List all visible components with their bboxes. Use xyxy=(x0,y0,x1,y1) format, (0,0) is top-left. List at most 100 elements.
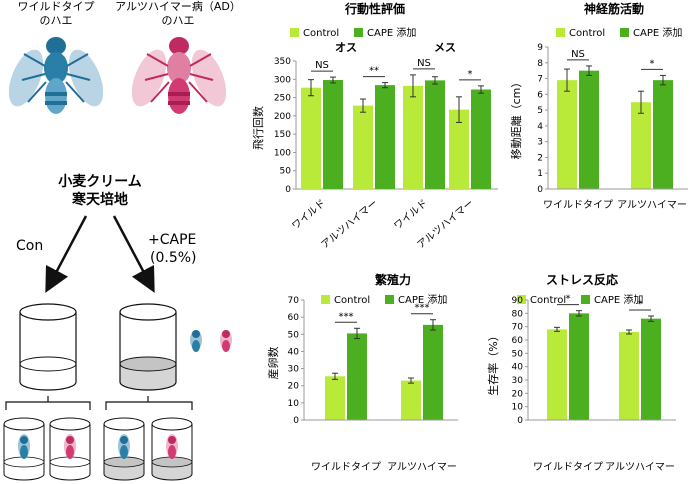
y-tick-label: 3 xyxy=(537,138,543,148)
y-tick-label: 50 xyxy=(288,330,300,340)
legend-swatch-control xyxy=(556,28,565,37)
y-tick-label: 40 xyxy=(512,363,524,373)
legend-label-control: Control xyxy=(334,295,370,306)
y-tick-label: 150 xyxy=(274,130,291,140)
panel-subtitle: オス xyxy=(335,41,357,54)
y-tick-label: 200 xyxy=(274,112,291,122)
bar-control xyxy=(557,80,577,189)
y-tick-label: 70 xyxy=(512,323,524,333)
significance-label: *** xyxy=(339,311,354,322)
y-tick-label: 50 xyxy=(280,167,292,177)
y-tick-label: 50 xyxy=(512,349,524,359)
cape-vial-icon xyxy=(119,303,177,391)
bar-control xyxy=(619,332,639,420)
significance-label: NS xyxy=(315,60,329,71)
chart-3: 繁殖力 Control CAPE 添加 0 10 20 30 40 50 60 70 産卵数 *** ワイ… xyxy=(267,272,458,473)
ad-fly-icon xyxy=(131,37,227,114)
arrow-to-cape xyxy=(112,215,155,293)
y-tick-label: 0 xyxy=(517,416,523,426)
x-category-label: アルツハイマー xyxy=(605,462,675,473)
cape-group-label-line2: (0.5%) xyxy=(150,250,197,266)
y-tick-label: 250 xyxy=(274,94,291,104)
control-group-label: Con xyxy=(16,238,43,254)
cape-wild-vial-icon xyxy=(103,417,145,481)
y-tick-label: 80 xyxy=(512,309,524,319)
legend-swatch-cape xyxy=(354,28,363,37)
bar-cape xyxy=(347,333,367,420)
bar-cape xyxy=(579,70,599,189)
chart-legend: Control CAPE 添加 xyxy=(290,26,416,39)
cape-group-label-line1: +CAPE xyxy=(148,232,196,248)
y-tick-label: 9 xyxy=(537,43,543,53)
x-category-label: ワイルド xyxy=(392,198,430,232)
experiment-schematic: ワイルドタイプ のハエ アルツハイマー病（AD） のハエ xyxy=(3,0,241,481)
x-category-label: ワイルドタイプ xyxy=(543,199,613,211)
y-tick-label: 20 xyxy=(288,382,300,392)
bar-cape xyxy=(323,80,343,189)
y-tick-label: 30 xyxy=(512,376,524,386)
bar-cape xyxy=(653,80,673,189)
x-category-label: アルツハイマー xyxy=(387,462,457,473)
chart-4: ストレス反応 Control CAPE 添加 0 10 20 30 40 50 60 70 80 90 生… xyxy=(486,272,676,473)
legend-label-control: Control xyxy=(530,295,566,306)
cape-bracket xyxy=(105,396,193,410)
chart-legend: Control CAPE 添加 xyxy=(517,293,643,306)
chart-legend: Control CAPE 添加 xyxy=(321,293,447,306)
wild-type-fly-icon xyxy=(8,37,104,114)
legend-swatch-cape xyxy=(620,28,629,37)
y-axis-label: 生存率（%） xyxy=(486,330,500,395)
control-wild-vial-icon xyxy=(3,417,45,481)
y-tick-label: 4 xyxy=(537,122,543,132)
bar-control xyxy=(353,105,373,189)
y-tick-label: 20 xyxy=(512,389,524,399)
significance-label: * xyxy=(650,58,655,69)
y-tick-label: 70 xyxy=(288,296,300,306)
bar-cape xyxy=(375,85,395,189)
control-vial-icon xyxy=(19,303,77,391)
significance-label: * xyxy=(468,69,473,80)
legend-swatch-control xyxy=(517,295,526,304)
y-tick-label: 1 xyxy=(537,169,543,179)
y-tick-label: 30 xyxy=(288,365,300,375)
significance-label: NS xyxy=(571,49,585,60)
bar-control xyxy=(449,109,469,189)
y-tick-label: 60 xyxy=(512,336,524,346)
bar-control xyxy=(301,87,321,189)
y-axis-label: 移動距離（cm） xyxy=(509,77,523,160)
significance-label: *** xyxy=(415,303,430,314)
chart-title: ストレス反応 xyxy=(546,272,618,287)
y-axis-label: 産卵数 xyxy=(267,347,280,380)
legend-swatch-cape xyxy=(385,295,394,304)
x-category-label: ワイルドタイプ xyxy=(311,461,381,473)
chart-1: 行動性評価 Control CAPE 添加 0 50 100 150 200 250 300 350… xyxy=(252,1,498,251)
medium-label-line1: 小麦クリーム xyxy=(58,173,142,190)
y-tick-label: 100 xyxy=(274,148,291,158)
bar-control xyxy=(403,85,423,189)
bar-control xyxy=(631,102,651,189)
panel-subtitle: メス xyxy=(434,41,456,54)
bar-cape xyxy=(471,89,491,189)
medium-label-line2: 寒天培地 xyxy=(72,191,128,208)
x-category-label: ワイルド xyxy=(290,198,328,232)
control-bracket xyxy=(5,396,91,410)
x-category-label: アルツハイマー xyxy=(617,200,687,211)
significance-label: * xyxy=(638,299,643,310)
y-tick-label: 0 xyxy=(537,185,543,195)
y-tick-label: 10 xyxy=(512,403,524,413)
y-tick-label: 40 xyxy=(288,347,300,357)
y-tick-label: 300 xyxy=(274,75,291,85)
arrow-to-control xyxy=(45,215,88,293)
y-tick-label: 6 xyxy=(537,90,543,100)
chart-legend: Control CAPE 添加 xyxy=(556,26,682,39)
wild-fly-label-line2: のハエ xyxy=(40,14,73,27)
y-tick-label: 8 xyxy=(537,59,543,69)
legend-label-cape: CAPE 添加 xyxy=(398,293,447,306)
ad-fly-label-line2: のハエ xyxy=(162,14,195,27)
legend-swatch-control xyxy=(290,28,299,37)
bar-control xyxy=(401,380,421,420)
chart-title: 行動性評価 xyxy=(344,1,405,16)
y-tick-label: 90 xyxy=(512,296,524,306)
wild-fly-label-line1: ワイルドタイプ xyxy=(18,0,95,13)
legend-label-control: Control xyxy=(303,28,339,39)
